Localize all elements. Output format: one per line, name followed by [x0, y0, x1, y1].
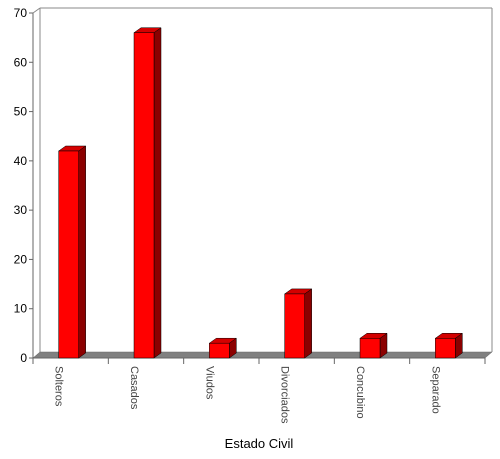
bar-front: [133, 32, 155, 359]
x-ticks: [32, 358, 486, 364]
bar: [434, 332, 464, 359]
y-tick-label: 60: [14, 55, 28, 69]
bar-front: [435, 338, 456, 359]
category-label: Divorciados: [279, 366, 291, 424]
y-tick-label: 0: [20, 351, 27, 365]
y-tick-label: 70: [14, 6, 28, 20]
bar: [359, 332, 388, 359]
y-tick-label: 40: [14, 154, 28, 168]
category-label: Separado: [429, 366, 441, 414]
y-ticks: 0 10 20 30 40 50 60 70: [14, 6, 33, 365]
y-tick-label: 30: [14, 203, 28, 217]
category-label: Viudos: [203, 366, 215, 400]
chart-floor: [32, 351, 493, 359]
bar: [208, 337, 238, 359]
bar: [57, 145, 87, 359]
bar-front: [284, 293, 305, 359]
bar-side: [304, 288, 312, 359]
y-tick-label: 10: [14, 302, 28, 316]
bar-side: [78, 145, 86, 359]
bar: [133, 27, 162, 359]
y-axis-depth: [32, 7, 41, 14]
category-label: Casados: [128, 366, 140, 410]
category-label: Solteros: [53, 366, 65, 407]
bar-front: [209, 342, 230, 359]
category-labels: Solteros Casados Viudos Divorciados Concubin…: [53, 366, 442, 424]
bar-front: [359, 338, 381, 359]
bars: [57, 27, 464, 359]
x-axis-title: Estado Civil: [225, 436, 294, 451]
y-tick-label: 50: [14, 105, 28, 119]
y-tick-label: 20: [14, 252, 28, 266]
category-label: Concubino: [354, 366, 366, 419]
bar-side: [153, 27, 162, 359]
bar: [283, 288, 313, 359]
bar-front: [58, 150, 79, 359]
